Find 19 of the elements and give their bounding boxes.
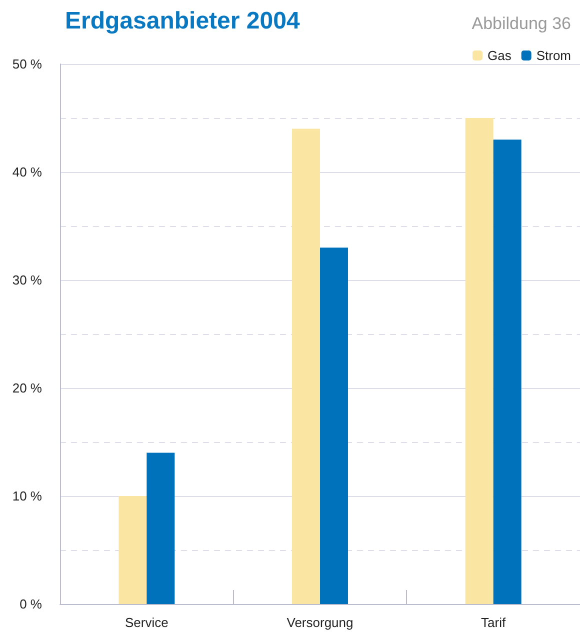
y-tick-label: 30 % [12, 272, 42, 288]
x-tick-label: Versorgung [286, 615, 354, 630]
bar [320, 248, 348, 604]
y-tick-label: 0 % [20, 596, 42, 612]
chart-title: Erdgasanbieter 2004 [65, 8, 300, 34]
x-tick-label: Service [124, 615, 168, 630]
bar [118, 496, 147, 604]
bar [465, 118, 494, 604]
y-tick-label: 10 % [12, 488, 42, 504]
chart-subtitle: Abbildung 36 [472, 14, 572, 33]
x-tick-label: Tarif [481, 615, 506, 630]
bar [493, 140, 522, 604]
y-tick-label: 40 % [12, 164, 42, 180]
legend-label: Strom [536, 48, 571, 63]
y-tick-label: 20 % [12, 380, 42, 396]
bar [292, 128, 320, 604]
bar [146, 452, 175, 604]
y-tick-label: 50 % [12, 56, 42, 72]
legend-label: Gas [487, 48, 512, 63]
